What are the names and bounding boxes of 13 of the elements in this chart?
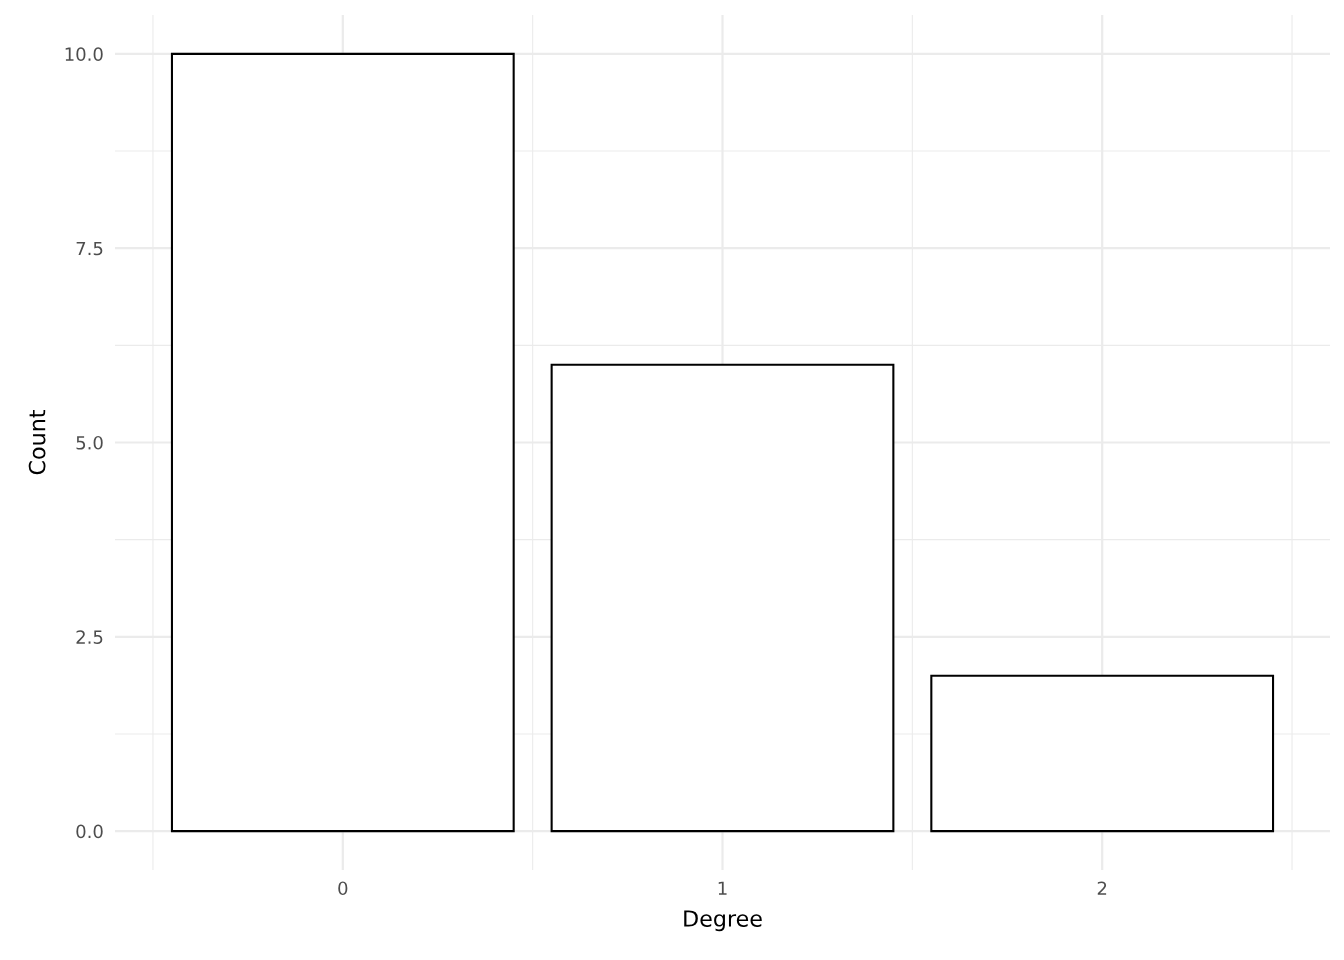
x-axis-title: Degree: [684, 910, 762, 932]
y-tick-label: 0.0: [76, 824, 103, 839]
bar: [930, 674, 1275, 833]
bar: [550, 363, 895, 833]
x-tick-label: 1: [718, 881, 727, 895]
y-tick-label: 5.0: [76, 435, 103, 450]
x-tick-label: 0: [338, 881, 348, 896]
y-tick-label: 7.5: [76, 241, 103, 256]
y-axis-title: Count: [28, 410, 46, 475]
y-tick-label: 10.0: [65, 47, 103, 61]
bar: [170, 52, 515, 833]
x-tick-label: 2: [1097, 881, 1107, 895]
y-tick-label: 2.5: [76, 630, 103, 644]
